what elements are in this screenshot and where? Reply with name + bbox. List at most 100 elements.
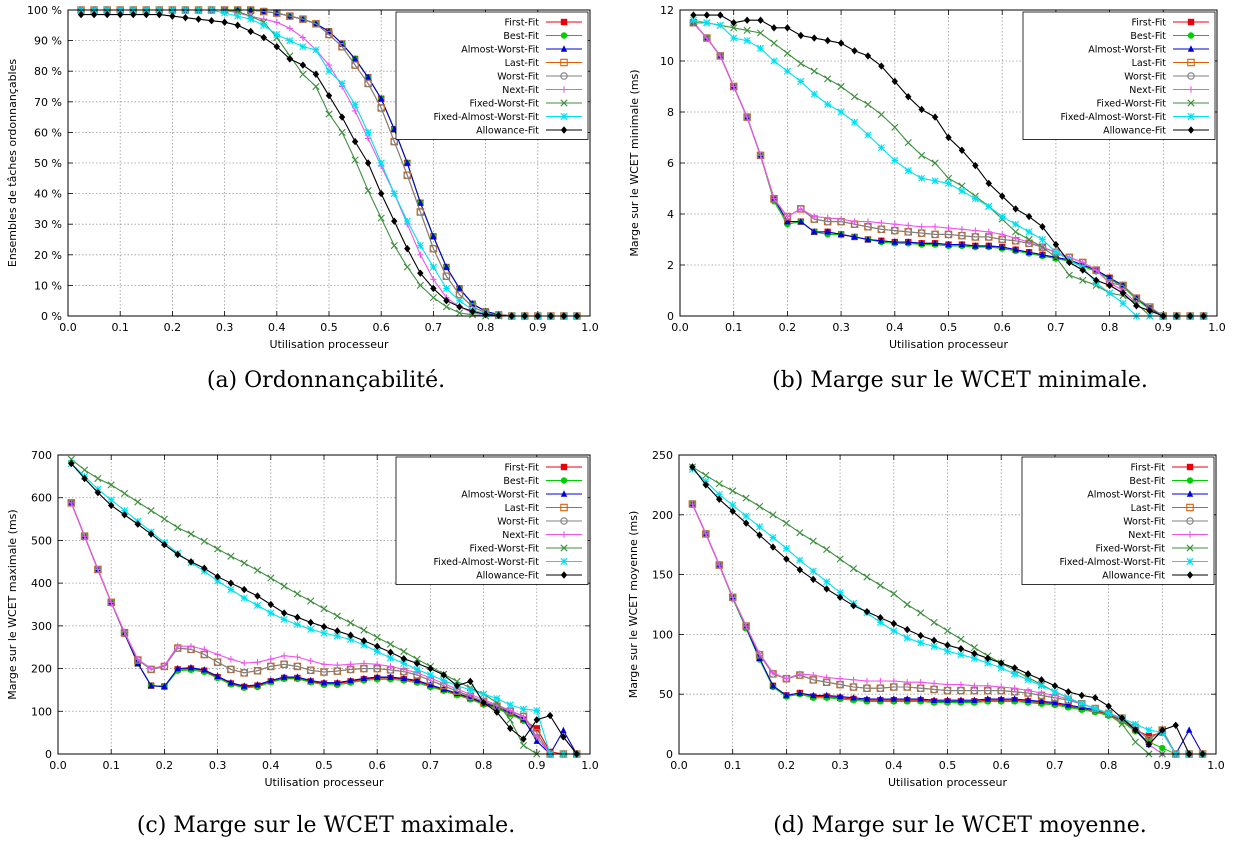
data-point [877, 144, 885, 152]
legend-marker [560, 557, 568, 566]
x-tick-label: 0.8 [475, 759, 493, 772]
x-tick-label: 0.6 [993, 321, 1011, 334]
data-point [944, 174, 953, 182]
data-point [1011, 670, 1019, 678]
x-tick-label: 0.6 [368, 759, 386, 772]
x-tick-label: 0.4 [885, 759, 903, 772]
data-point [743, 113, 751, 121]
data-point [742, 519, 750, 527]
data-point [81, 466, 89, 474]
data-point [320, 629, 328, 637]
data-point [373, 633, 381, 641]
data-point [837, 82, 845, 91]
legend-label: Next-Fit [1129, 85, 1166, 96]
x-tick-label: 0.0 [49, 759, 67, 772]
data-point [213, 658, 222, 666]
data-point [824, 36, 831, 45]
legend-label: Last-Fit [1131, 503, 1166, 514]
data-point [307, 618, 314, 627]
data-point [756, 650, 763, 657]
x-tick-label: 1.0 [1208, 321, 1226, 334]
data-point [253, 601, 262, 609]
x-tick-label: 0.2 [156, 759, 174, 772]
panel-c: 0.0 0.1 0.2 0.3 0.4 0.5 0.6 0.7 0.8 0.9 1.0 0 100 200… [6, 449, 599, 789]
data-point [320, 661, 328, 668]
legend-label: Almost-Worst-Fit [1087, 490, 1165, 501]
data-point [426, 671, 434, 679]
data-point [743, 37, 751, 45]
legend-marker [1186, 517, 1194, 525]
data-point [1118, 720, 1126, 728]
data-point [360, 637, 368, 645]
data-point [850, 676, 857, 684]
legend-marker [560, 463, 568, 471]
y-tick-label: 150 [652, 569, 673, 582]
data-point [260, 33, 267, 42]
data-point [876, 618, 884, 627]
data-point [998, 212, 1006, 221]
legend-label: Next-Fit [502, 85, 539, 96]
data-point [506, 701, 514, 709]
data-point [413, 676, 421, 684]
data-point [689, 500, 696, 508]
data-point [374, 642, 381, 651]
data-point [1066, 258, 1073, 267]
data-point [702, 481, 710, 489]
legend-marker [1187, 126, 1195, 134]
data-point [957, 645, 965, 653]
legend-label: Last-Fit [505, 503, 540, 514]
data-point [560, 733, 567, 741]
legend-label: Fixed-Worst-Fit [470, 99, 540, 110]
data-point [877, 613, 884, 622]
data-point [495, 311, 502, 320]
data-point [134, 655, 141, 663]
data-point [905, 93, 912, 101]
panel-a: 0.0 0.1 0.2 0.3 0.4 0.5 0.6 0.7 0.8 0.9 1.0 0 % 10 %… [6, 4, 599, 351]
legend-marker [1186, 477, 1194, 484]
x-tick-label: 0.5 [320, 321, 338, 334]
x-tick-label: 0.1 [724, 759, 742, 772]
legend-label: First-Fit [1130, 463, 1165, 474]
data-point [377, 214, 385, 222]
data-point [957, 681, 965, 688]
data-point [837, 230, 845, 238]
data-point [891, 238, 898, 245]
legend: First-Fit Best-Fit Almost-Worst-Fit Last-Fi… [395, 11, 589, 140]
data-point [360, 626, 368, 634]
data-point [743, 16, 751, 24]
data-point [850, 601, 857, 610]
data-point [390, 137, 398, 146]
legend-marker [560, 18, 568, 26]
data-point [273, 19, 280, 26]
data-point [877, 677, 884, 685]
data-point [121, 511, 128, 519]
data-point [466, 686, 474, 694]
data-point [347, 631, 354, 639]
legend-label: First-Fit [1131, 18, 1166, 29]
data-point [971, 195, 979, 203]
data-point [716, 561, 723, 569]
legend-marker [560, 112, 568, 121]
data-point [440, 671, 447, 679]
data-point [796, 689, 804, 696]
data-point [417, 251, 424, 258]
data-point [227, 579, 235, 587]
data-point [147, 530, 155, 538]
data-point [729, 501, 737, 509]
data-point [1146, 307, 1154, 315]
data-point [286, 55, 294, 63]
data-point [824, 75, 832, 83]
data-point [299, 70, 307, 78]
y-tick-label: 70 % [34, 96, 62, 109]
data-point [493, 694, 501, 703]
data-point [404, 244, 411, 253]
y-tick-label: 400 [31, 577, 52, 590]
data-point [430, 232, 437, 240]
legend: First-Fit Best-Fit Almost-Worst-Fit Last-Fi… [1021, 456, 1215, 585]
data-point [770, 39, 778, 47]
data-point [307, 625, 315, 633]
series-line-worst-fit [70, 502, 577, 755]
legend-marker [560, 531, 568, 538]
data-point [1037, 682, 1046, 690]
